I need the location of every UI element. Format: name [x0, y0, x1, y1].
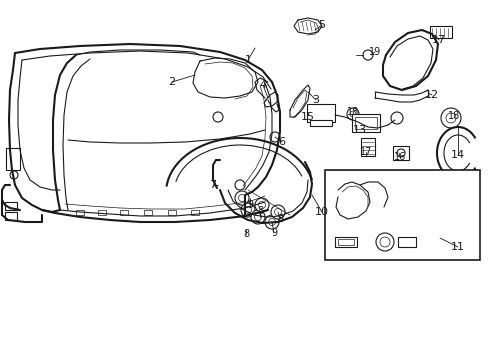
Circle shape [270, 205, 285, 219]
Circle shape [264, 215, 279, 229]
Bar [5, 212, 17, 220]
Bar [168, 210, 176, 215]
Circle shape [390, 112, 402, 124]
Text: 8: 8 [276, 214, 283, 224]
Text: 10: 10 [314, 207, 328, 217]
Circle shape [241, 203, 254, 217]
Bar [429, 26, 451, 38]
Circle shape [349, 111, 355, 117]
Circle shape [238, 194, 245, 202]
Bar [143, 210, 152, 215]
Circle shape [379, 237, 389, 247]
Text: 5: 5 [318, 20, 325, 30]
Bar [351, 114, 379, 132]
Bar [98, 210, 106, 215]
Bar [337, 239, 353, 245]
Bar [6, 148, 20, 170]
Circle shape [254, 213, 261, 220]
Circle shape [269, 132, 280, 142]
Text: 6: 6 [278, 137, 285, 147]
Text: 11: 11 [450, 242, 464, 252]
Circle shape [396, 149, 404, 157]
Text: 13: 13 [352, 125, 366, 135]
Circle shape [213, 112, 223, 122]
Circle shape [362, 50, 372, 60]
Text: 18: 18 [447, 111, 459, 121]
Circle shape [268, 219, 275, 225]
Text: 3: 3 [312, 95, 319, 105]
Bar [397, 237, 415, 247]
Text: 17: 17 [431, 35, 445, 45]
Text: 9: 9 [246, 200, 253, 210]
Text: 4: 4 [259, 80, 266, 90]
Bar [76, 210, 84, 215]
Text: 15: 15 [301, 112, 314, 122]
Bar [360, 138, 374, 156]
Circle shape [445, 113, 455, 123]
Circle shape [244, 207, 251, 213]
Text: 18: 18 [346, 107, 358, 117]
Text: 8: 8 [256, 206, 263, 216]
Text: 7: 7 [209, 180, 216, 190]
Text: 16: 16 [393, 152, 406, 162]
Circle shape [250, 210, 264, 224]
Text: 8: 8 [243, 229, 248, 239]
Text: 1: 1 [244, 55, 251, 65]
Text: 12: 12 [424, 90, 438, 100]
Bar [306, 104, 334, 122]
Bar [5, 202, 17, 210]
Text: 2: 2 [168, 77, 175, 87]
Bar [191, 210, 199, 215]
Bar [309, 120, 331, 126]
Circle shape [10, 171, 18, 179]
Text: 17: 17 [359, 147, 371, 157]
Circle shape [235, 180, 244, 190]
Bar [120, 210, 128, 215]
Text: 9: 9 [270, 228, 277, 238]
Text: 14: 14 [450, 150, 464, 160]
Bar [354, 117, 376, 129]
Circle shape [346, 108, 358, 120]
Circle shape [254, 198, 268, 212]
Circle shape [440, 108, 460, 128]
Bar [334, 237, 356, 247]
Text: 19: 19 [368, 47, 380, 57]
Bar [325, 170, 479, 260]
Circle shape [258, 202, 265, 208]
Bar [392, 146, 408, 160]
Circle shape [274, 208, 281, 216]
Circle shape [235, 191, 248, 205]
Circle shape [375, 233, 393, 251]
